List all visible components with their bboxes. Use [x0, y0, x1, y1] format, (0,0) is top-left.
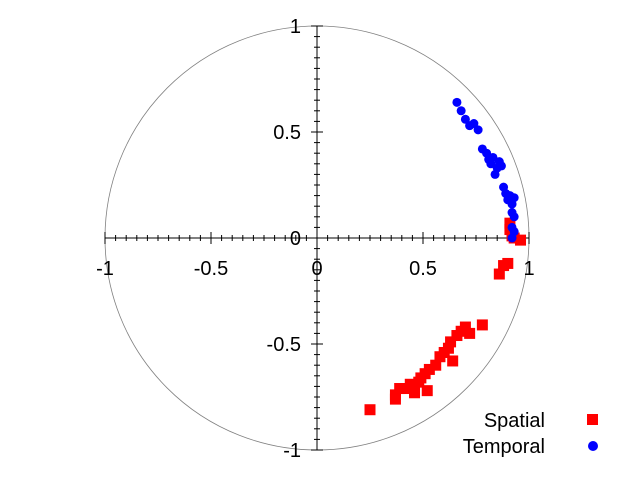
spatial-point — [447, 355, 459, 367]
legend-label-spatial: Spatial — [484, 410, 545, 432]
temporal-point — [460, 114, 470, 124]
temporal-point — [507, 233, 517, 243]
legend: Spatial Temporal — [463, 410, 598, 458]
spatial-point — [364, 404, 376, 416]
temporal-point — [469, 119, 479, 129]
spatial-point — [409, 387, 421, 399]
spatial-point — [493, 268, 505, 280]
x-tick-label: 1 — [523, 258, 534, 280]
spatial-point — [502, 257, 514, 269]
spatial-point — [464, 327, 476, 339]
legend-label-temporal: Temporal — [463, 436, 545, 458]
y-tick-label: -1 — [283, 440, 301, 462]
y-tick-labels: 1 0.5 0 -0.5 -1 — [267, 16, 301, 462]
temporal-point — [456, 106, 466, 116]
x-tick-label: -1 — [96, 258, 114, 280]
temporal-point — [488, 152, 498, 162]
legend-marker-temporal — [588, 441, 598, 451]
spatial-point — [459, 321, 471, 333]
series-marks — [364, 97, 527, 416]
temporal-point — [509, 193, 519, 203]
spatial-point — [445, 336, 457, 348]
spatial-point — [389, 393, 401, 405]
x-tick-label: 0.5 — [409, 258, 437, 280]
y-tick-label: 0.5 — [273, 122, 301, 144]
x-tick-labels: -1 -0.5 0 0.5 1 — [96, 258, 534, 280]
spatial-point — [430, 359, 442, 371]
x-tick-label: 0 — [311, 258, 322, 280]
y-tick-label: 1 — [290, 16, 301, 38]
minor-ticks — [104, 25, 530, 451]
temporal-point — [452, 97, 462, 107]
temporal-point — [509, 212, 519, 222]
spatial-point — [404, 378, 416, 390]
spatial-point — [515, 234, 527, 246]
x-tick-label: -0.5 — [194, 258, 228, 280]
legend-marker-spatial — [587, 414, 598, 425]
y-tick-label: -0.5 — [267, 334, 301, 356]
spatial-point — [504, 217, 516, 229]
temporal-point — [496, 161, 506, 171]
spatial-point — [394, 383, 406, 395]
y-tick-label: 0 — [290, 228, 301, 250]
spatial-point — [476, 319, 488, 331]
spatial-point — [442, 342, 454, 354]
spatial-point — [423, 363, 435, 375]
spatial-point — [421, 385, 433, 397]
temporal-point — [473, 125, 483, 135]
